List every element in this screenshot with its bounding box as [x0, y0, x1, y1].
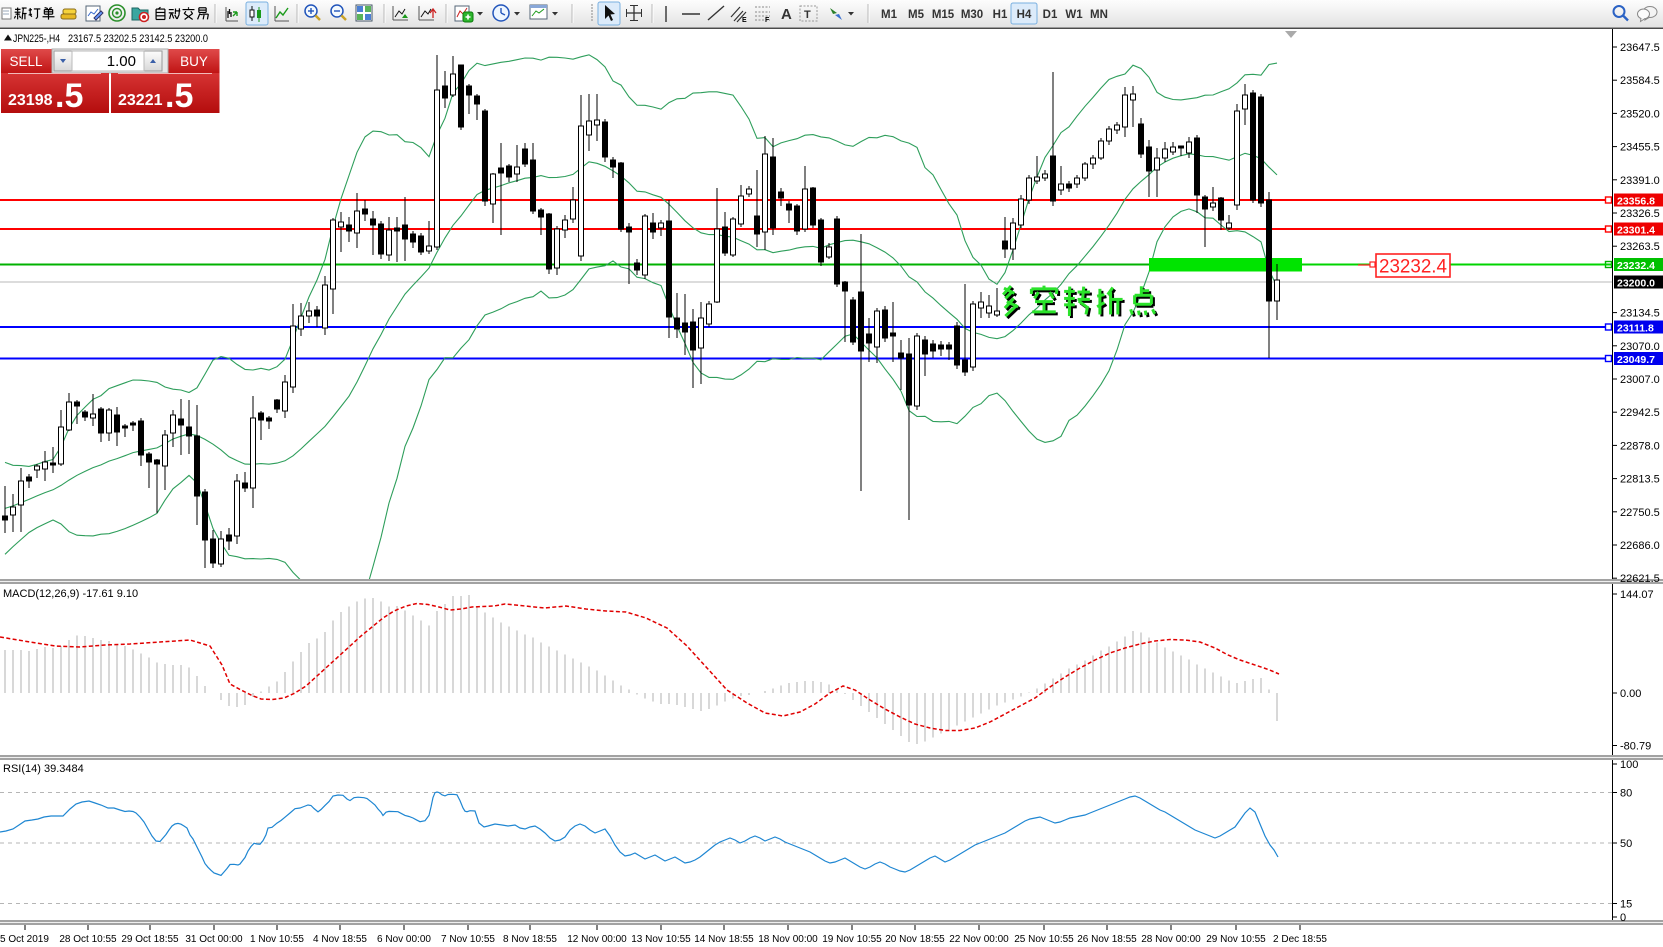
svg-text:M15: M15 — [932, 9, 955, 21]
svg-text:20 Nov 18:55: 20 Nov 18:55 — [885, 934, 945, 945]
svg-text:23301.4: 23301.4 — [1617, 225, 1655, 237]
svg-text:.5: .5 — [165, 77, 193, 115]
svg-text:0: 0 — [1620, 912, 1626, 924]
svg-text:F: F — [765, 17, 770, 24]
svg-text:26 Nov 18:55: 26 Nov 18:55 — [1077, 934, 1137, 945]
svg-text:19 Nov 10:55: 19 Nov 10:55 — [822, 934, 882, 945]
svg-text:29 Nov 10:55: 29 Nov 10:55 — [1206, 934, 1266, 945]
svg-text:100: 100 — [1620, 759, 1638, 771]
svg-text:22942.5: 22942.5 — [1620, 407, 1660, 419]
svg-text:50: 50 — [1620, 838, 1632, 850]
svg-text:23007.0: 23007.0 — [1620, 374, 1660, 386]
svg-text:23584.5: 23584.5 — [1620, 75, 1660, 87]
svg-text:23232.4: 23232.4 — [1379, 257, 1447, 278]
svg-text:8 Nov 18:55: 8 Nov 18:55 — [503, 934, 557, 945]
svg-text:22750.5: 22750.5 — [1620, 507, 1660, 519]
svg-text:23167.5 23202.5 23142.5 23200.: 23167.5 23202.5 23142.5 23200.0 — [68, 33, 208, 45]
svg-text:23134.5: 23134.5 — [1620, 308, 1660, 320]
svg-text:23647.5: 23647.5 — [1620, 42, 1660, 54]
svg-text:MN: MN — [1090, 9, 1108, 21]
svg-text:1 Nov 10:55: 1 Nov 10:55 — [250, 934, 304, 945]
svg-text:23356.8: 23356.8 — [1617, 196, 1655, 208]
svg-text:23455.5: 23455.5 — [1620, 142, 1660, 154]
svg-text:23326.5: 23326.5 — [1620, 208, 1660, 220]
svg-text:23263.5: 23263.5 — [1620, 241, 1660, 253]
svg-text:23221: 23221 — [118, 92, 163, 109]
svg-text:22621.5: 22621.5 — [1620, 573, 1660, 585]
svg-text:22686.0: 22686.0 — [1620, 540, 1660, 552]
svg-text:22813.5: 22813.5 — [1620, 474, 1660, 486]
svg-text:18 Nov 00:00: 18 Nov 00:00 — [758, 934, 818, 945]
svg-text:T: T — [804, 9, 811, 21]
svg-text:22 Nov 00:00: 22 Nov 00:00 — [949, 934, 1009, 945]
svg-text:4 Nov 18:55: 4 Nov 18:55 — [313, 934, 367, 945]
svg-text:M5: M5 — [908, 9, 925, 21]
svg-text:23070.0: 23070.0 — [1620, 341, 1660, 353]
svg-text:5 Oct 2019: 5 Oct 2019 — [0, 934, 49, 945]
svg-text:RSI(14) 39.3484: RSI(14) 39.3484 — [3, 763, 84, 775]
svg-text:28 Oct 10:55: 28 Oct 10:55 — [59, 934, 117, 945]
svg-text:15: 15 — [1620, 899, 1632, 911]
svg-text:.5: .5 — [55, 77, 83, 115]
svg-text:H1: H1 — [993, 9, 1008, 21]
svg-text:23111.8: 23111.8 — [1617, 323, 1654, 335]
svg-text:D1: D1 — [1043, 9, 1058, 21]
svg-text:0.00: 0.00 — [1620, 688, 1641, 700]
svg-text:6 Nov 00:00: 6 Nov 00:00 — [377, 934, 431, 945]
svg-text:12 Nov 00:00: 12 Nov 00:00 — [567, 934, 627, 945]
svg-text:144.07: 144.07 — [1620, 589, 1654, 601]
svg-text:23232.4: 23232.4 — [1617, 260, 1655, 272]
svg-text:E: E — [742, 17, 747, 24]
svg-text:25 Nov 10:55: 25 Nov 10:55 — [1014, 934, 1074, 945]
svg-text:M30: M30 — [961, 9, 983, 21]
svg-text:7 Nov 10:55: 7 Nov 10:55 — [441, 934, 495, 945]
svg-text:31 Oct 00:00: 31 Oct 00:00 — [185, 934, 243, 945]
svg-text:29 Oct 18:55: 29 Oct 18:55 — [121, 934, 179, 945]
svg-text:80: 80 — [1620, 788, 1632, 800]
svg-text:23049.7: 23049.7 — [1617, 354, 1655, 366]
svg-text:23391.0: 23391.0 — [1620, 175, 1660, 187]
svg-text:MACD(12,26,9) -17.61 9.10: MACD(12,26,9) -17.61 9.10 — [3, 588, 138, 600]
svg-text:23200.0: 23200.0 — [1617, 278, 1655, 290]
svg-text:A: A — [781, 6, 792, 23]
svg-text:JPN225-,H4: JPN225-,H4 — [13, 33, 60, 45]
svg-text:23198: 23198 — [8, 92, 53, 109]
svg-text:13 Nov 10:55: 13 Nov 10:55 — [631, 934, 691, 945]
svg-text:28 Nov 00:00: 28 Nov 00:00 — [1141, 934, 1201, 945]
svg-text:14 Nov 18:55: 14 Nov 18:55 — [694, 934, 754, 945]
svg-text:BUY: BUY — [180, 54, 208, 69]
svg-text:SELL: SELL — [9, 54, 43, 69]
svg-text:M1: M1 — [881, 9, 898, 21]
svg-text:22878.0: 22878.0 — [1620, 440, 1660, 452]
svg-text:-80.79: -80.79 — [1620, 741, 1651, 753]
svg-text:H4: H4 — [1017, 9, 1032, 21]
svg-text:23520.0: 23520.0 — [1620, 108, 1660, 120]
svg-text:1.00: 1.00 — [107, 53, 136, 70]
svg-text:W1: W1 — [1065, 9, 1083, 21]
svg-text:2 Dec 18:55: 2 Dec 18:55 — [1273, 934, 1327, 945]
